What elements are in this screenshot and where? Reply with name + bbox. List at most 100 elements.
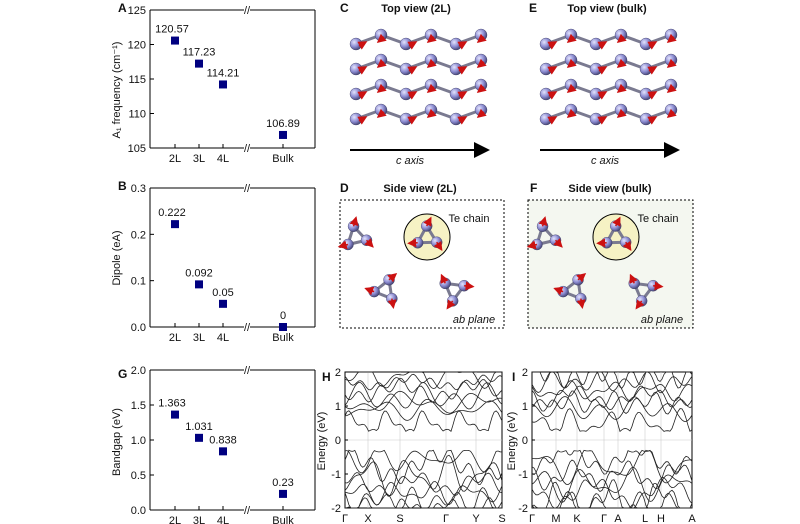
displacement-arrow xyxy=(349,216,359,227)
band-line xyxy=(344,377,503,403)
y-tick-label: 0.1 xyxy=(131,276,146,288)
displacement-arrow xyxy=(538,216,548,227)
displacement-arrow xyxy=(616,108,627,118)
displacement-arrow xyxy=(566,83,577,93)
band-line xyxy=(344,373,503,391)
kpoint-label: X xyxy=(364,513,372,524)
displacement-arrow xyxy=(433,241,443,252)
panel-h: H Γ X S Γ Y S -2 -1 0 1 2 Energy (eV) xyxy=(316,367,506,524)
top-view-bulk-structure xyxy=(539,28,678,126)
displacement-arrow xyxy=(597,116,608,125)
displacement-arrow xyxy=(376,83,387,93)
displacement-arrow xyxy=(457,91,468,100)
kpoint-label: A xyxy=(614,513,622,524)
displacement-arrow xyxy=(612,216,621,227)
displacement-arrow xyxy=(622,241,632,252)
te-atom xyxy=(449,37,463,51)
y-tick-label: 0 xyxy=(522,435,528,447)
displacement-arrow xyxy=(476,83,487,93)
axis-break-top: // xyxy=(244,183,251,195)
x-tick-label: 4L xyxy=(217,153,229,165)
te-atom xyxy=(589,112,603,126)
kpoint-label: Γ xyxy=(601,513,607,524)
data-label: 117.23 xyxy=(183,47,216,59)
displacement-arrow xyxy=(526,240,538,250)
te-atom xyxy=(639,112,653,126)
band-line xyxy=(531,449,693,486)
data-point xyxy=(219,447,227,456)
displacement-arrow xyxy=(647,66,658,75)
kpoint-label: M xyxy=(551,513,560,524)
band-line xyxy=(344,481,503,506)
displacement-arrow xyxy=(666,58,677,68)
data-point xyxy=(219,80,227,89)
data-label: 1.363 xyxy=(158,398,186,410)
kpoint-label: H xyxy=(657,513,665,524)
displacement-arrow xyxy=(666,33,677,43)
te-atom xyxy=(539,112,553,126)
displacement-arrow xyxy=(566,108,577,118)
band-line xyxy=(531,467,693,503)
axis-break-top: // xyxy=(244,365,251,377)
axis-break-bottom: // xyxy=(244,143,251,155)
displacement-arrow xyxy=(426,83,437,93)
x-tick-label: Bulk xyxy=(272,515,294,524)
displacement-arrow xyxy=(553,238,563,248)
chart-i-ylabel: Energy (eV) xyxy=(506,412,518,471)
y-tick-label: 1 xyxy=(522,401,528,413)
y-tick-label: 0.2 xyxy=(131,229,146,241)
displacement-arrow xyxy=(364,286,375,296)
displacement-arrow xyxy=(647,41,658,50)
displacement-arrow xyxy=(616,33,627,43)
chart-b-plot: // // 0.0 0.1 0.2 0.3 2L 0.222 3L 0.092 4L 0.05 Bulk… xyxy=(131,183,316,344)
te-atom xyxy=(399,87,413,101)
band-line xyxy=(531,385,693,411)
panel-e-title: Top view (bulk) xyxy=(567,3,647,15)
band-line xyxy=(531,449,693,476)
band-line xyxy=(344,398,503,421)
band-line xyxy=(531,396,693,422)
panel-f: F Side view (bulk) Te chain ab plane xyxy=(526,181,694,329)
kpoint-label: Y xyxy=(472,513,480,524)
displacement-arrow xyxy=(426,58,437,68)
displacement-arrow xyxy=(576,298,586,309)
kpoint-label: Γ xyxy=(443,513,449,524)
displacement-arrow xyxy=(407,116,418,125)
y-tick-label: 0.0 xyxy=(131,322,146,334)
te-atom xyxy=(589,37,603,51)
panel-letter-b: B xyxy=(118,179,127,193)
panel-g: G // // 0.0 0.5 1.0 1.5 2.0 2L 1.363 3L 1.031 4L 0.8… xyxy=(111,365,316,524)
data-point xyxy=(171,410,179,419)
chart-a-ylabel: A₁ frequency (cm⁻¹) xyxy=(111,42,123,139)
band-structure-h: Γ X S Γ Y S -2 -1 0 1 2 xyxy=(331,367,505,524)
panel-c-axis-label: c axis xyxy=(396,155,425,167)
panel-e-axis-label: c axis xyxy=(591,155,620,167)
kpoint-label: A xyxy=(688,513,696,524)
displacement-arrow xyxy=(387,273,398,283)
panel-letter-a: A xyxy=(118,1,127,15)
displacement-arrow xyxy=(364,238,374,248)
data-label: 0.838 xyxy=(209,434,237,446)
displacement-arrow xyxy=(647,116,658,125)
data-point xyxy=(279,489,287,498)
te-atom xyxy=(539,37,553,51)
y-tick-label: 2.0 xyxy=(131,365,146,377)
panel-letter-c: C xyxy=(340,1,349,15)
data-label: 0.092 xyxy=(185,267,213,279)
displacement-arrow xyxy=(426,33,437,43)
top-view-2l-structure xyxy=(349,28,488,126)
displacement-arrow xyxy=(666,108,677,118)
displacement-arrow xyxy=(387,298,397,309)
displacement-arrow xyxy=(597,91,608,100)
band-line xyxy=(344,390,503,414)
y-tick-label: 0 xyxy=(335,435,341,447)
panel-d-frame xyxy=(339,199,505,329)
data-label: 0.05 xyxy=(212,287,233,299)
displacement-arrow xyxy=(597,41,608,50)
kpoint-label: Γ xyxy=(529,513,535,524)
displacement-arrow xyxy=(440,273,449,284)
data-point xyxy=(171,220,179,229)
y-tick-label: -1 xyxy=(518,469,528,481)
displacement-arrow xyxy=(597,66,608,75)
